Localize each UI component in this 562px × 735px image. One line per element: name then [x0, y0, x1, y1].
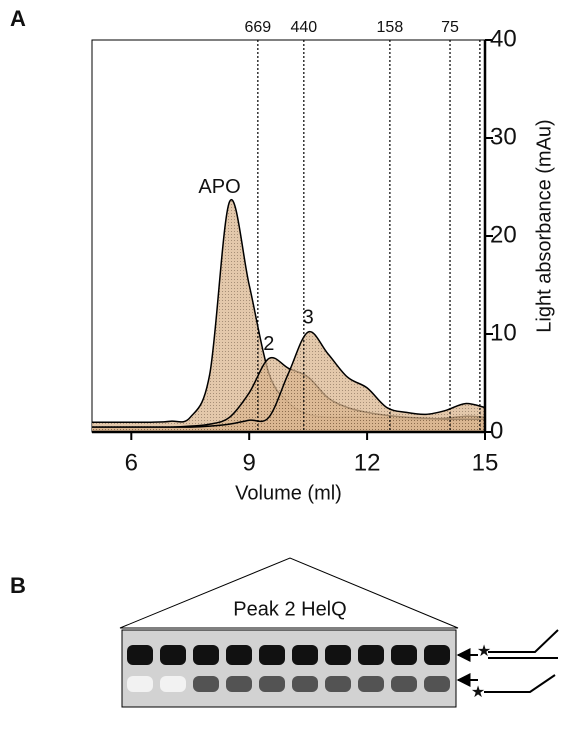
peak-label: APO: [198, 176, 240, 198]
area: [92, 331, 485, 432]
gradient-triangle: [119, 557, 459, 629]
band: [325, 676, 351, 692]
x-tick-label: 12: [354, 449, 381, 476]
band: [160, 645, 186, 665]
y-tick-label: 10: [490, 319, 517, 346]
band: [325, 645, 351, 665]
y-tick-label: 40: [490, 25, 517, 52]
band: [391, 676, 417, 692]
y-axis-label: Light absorbance (mAu): [533, 119, 555, 332]
band: [358, 645, 384, 665]
band: [292, 676, 318, 692]
substrate-diagram: [456, 629, 559, 693]
marker-label: 440: [290, 19, 317, 36]
band: [160, 676, 186, 692]
band: [358, 676, 384, 692]
marker-label: 75: [441, 19, 459, 36]
star: ★: [471, 684, 485, 701]
line: [91, 330, 486, 428]
panel-label: B: [10, 573, 26, 598]
band: [259, 676, 285, 692]
y-tick-label: 20: [490, 221, 517, 248]
band: [292, 645, 318, 665]
band: [127, 645, 153, 665]
band: [226, 645, 252, 665]
band: [127, 676, 153, 692]
marker-label: 158: [377, 19, 404, 36]
x-axis-label: Volume (ml): [235, 482, 342, 504]
gel: [121, 629, 457, 708]
band: [424, 676, 450, 692]
x-tick-label: 9: [243, 449, 256, 476]
panel-label: A: [10, 6, 26, 31]
band: [259, 645, 285, 665]
marker-label: 669: [244, 19, 271, 36]
band: [193, 645, 219, 665]
y-tick-label: 30: [490, 123, 517, 150]
peak-label: 3: [303, 306, 314, 328]
peak-label: 2: [263, 333, 274, 355]
band: [391, 645, 417, 665]
x-tick-label: 15: [472, 449, 499, 476]
star: ★: [477, 643, 491, 660]
band: [193, 676, 219, 692]
x-tick-label: 6: [125, 449, 138, 476]
plot: APO 2 3 669 440 158 75 0 10 20 30 40 6 9 12 15 Volume (m…: [91, 19, 555, 504]
y-tick-label: 0: [490, 417, 503, 444]
gel-title: Peak 2 HelQ: [233, 598, 346, 620]
band: [226, 676, 252, 692]
band: [424, 645, 450, 665]
